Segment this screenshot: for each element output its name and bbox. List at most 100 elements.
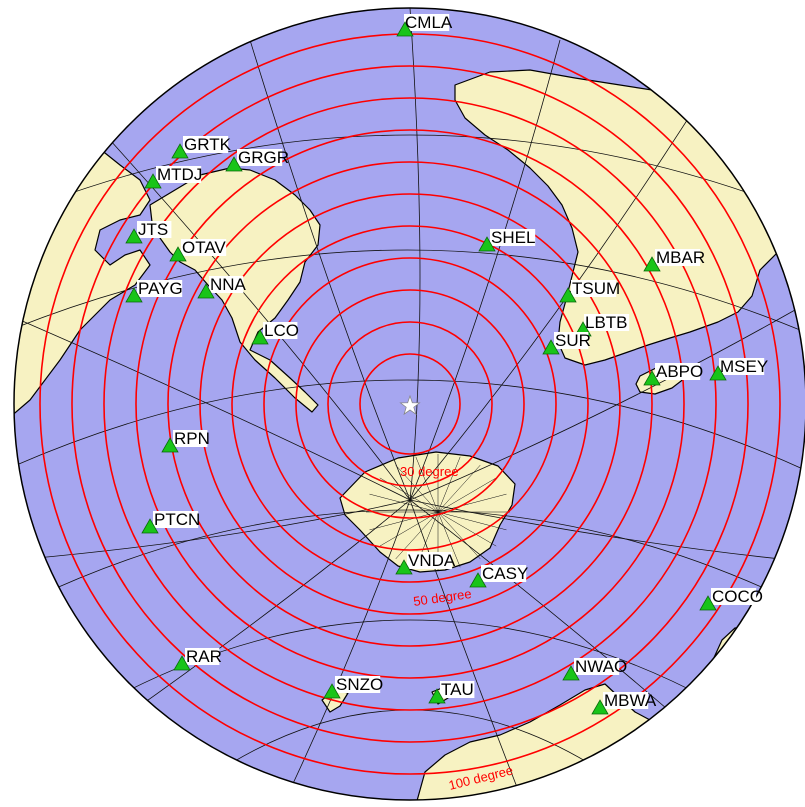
distance-ring (295, 289, 525, 519)
graticule-line (14, 499, 411, 561)
station-label-bg (440, 681, 475, 698)
graticule-line (409, 39, 561, 501)
station-label-bg (490, 229, 536, 246)
station-payg: PAYG (125, 279, 183, 303)
station-label: JTS (138, 220, 168, 239)
graticule-line (369, 511, 439, 531)
station-label-bg (173, 430, 208, 447)
station-label-bg (137, 221, 172, 238)
triangle-icon (542, 339, 560, 355)
graticule-line (437, 511, 481, 560)
station-label: COCO (712, 587, 763, 606)
station-label-bg (719, 358, 765, 375)
station-label: PAYG (138, 279, 183, 298)
triangle-icon (591, 699, 609, 715)
graticule-line (369, 493, 439, 513)
distance-ring (103, 97, 717, 711)
station-shel: SHEL (478, 228, 536, 252)
station-coco: COCO (699, 587, 763, 611)
station-label-bg (209, 276, 244, 293)
graticule-line (395, 464, 439, 513)
graticule-line (437, 456, 461, 513)
station-label-bg (655, 249, 701, 266)
triangle-icon (171, 143, 189, 159)
station-label-bg (711, 588, 757, 605)
station-rpn: RPN (161, 429, 210, 453)
station-mtdj: MTDJ (144, 165, 202, 189)
station-label: PTCN (154, 510, 200, 529)
station-sur: SUR (542, 331, 591, 355)
station-label: TSUM (572, 279, 620, 298)
station-label-bg (584, 314, 630, 331)
station-label-bg (137, 280, 183, 297)
triangle-icon (323, 683, 341, 699)
station-jts: JTS (125, 220, 172, 244)
station-label: SHEL (491, 228, 535, 247)
triangle-icon (699, 595, 717, 611)
triangle-icon (643, 370, 661, 386)
graticule-line (437, 464, 481, 513)
station-label: MBWA (604, 691, 657, 710)
station-label: CMLA (405, 13, 453, 32)
triangle-icon (125, 228, 143, 244)
graticule-line (14, 249, 801, 331)
star-icon (399, 394, 421, 416)
distance-ring (263, 257, 557, 551)
triangle-icon (225, 156, 243, 172)
station-nna: NNA (197, 275, 247, 299)
station-mbwa: MBWA (591, 691, 657, 715)
station-label: VNDA (408, 551, 456, 570)
graticule-line (249, 39, 411, 501)
station-tau: TAU (428, 680, 475, 704)
globe-outline (13, 7, 805, 801)
station-lco: LCO (251, 321, 299, 345)
graticule-line (119, 499, 411, 721)
station-otav: OTAV (169, 238, 226, 262)
station-grtk: GRTK (171, 135, 232, 159)
station-cmla: CMLA (396, 13, 453, 37)
station-label-bg (335, 676, 381, 693)
triangle-icon (428, 688, 446, 704)
station-label: SNZO (336, 675, 383, 694)
station-snzo: SNZO (323, 675, 383, 699)
graticule-line (409, 8, 421, 501)
station-label: CASY (482, 564, 528, 583)
graticule-line (379, 511, 439, 547)
station-abpo: ABPO (643, 362, 703, 386)
graticule-line (437, 511, 461, 568)
triangle-icon (125, 287, 143, 303)
triangle-icon (197, 283, 215, 299)
distance-ring (231, 225, 589, 583)
station-label: LCO (264, 321, 299, 340)
station-label: TAU (441, 680, 474, 699)
station-label: MTDJ (157, 165, 202, 184)
triangle-icon (161, 437, 179, 453)
station-label-bg (153, 511, 199, 528)
graticule-line (24, 134, 796, 211)
station-label-bg (407, 552, 453, 569)
station-label-bg (263, 322, 298, 339)
distance-ring (327, 321, 493, 487)
stations: CMLA GRTK GRGR MTDJ JTS OTAV PAYG NNA SHEL MBAR TS… (125, 13, 768, 715)
graticule-line (437, 493, 507, 513)
graticule-line (29, 509, 791, 601)
station-casy: CASY (469, 564, 528, 588)
triangle-icon (395, 559, 413, 575)
triangle-icon (469, 572, 487, 588)
station-mbar: MBAR (643, 248, 705, 272)
station-label: ABPO (656, 362, 703, 381)
station-vnda: VNDA (395, 551, 456, 575)
station-label: RAR (186, 647, 222, 666)
distance-ring (167, 161, 653, 647)
station-label: RPN (174, 429, 210, 448)
station-nwao: NWAO (562, 657, 627, 681)
triangle-icon (709, 365, 727, 381)
station-grgr: GRGR (225, 148, 289, 172)
distance-ring (359, 353, 461, 455)
station-label: SUR (555, 331, 591, 350)
triangle-icon (559, 287, 577, 303)
distance-label-30: 30 degree (400, 464, 459, 479)
station-label: LBTB (585, 313, 628, 332)
station-label-bg (237, 149, 283, 166)
